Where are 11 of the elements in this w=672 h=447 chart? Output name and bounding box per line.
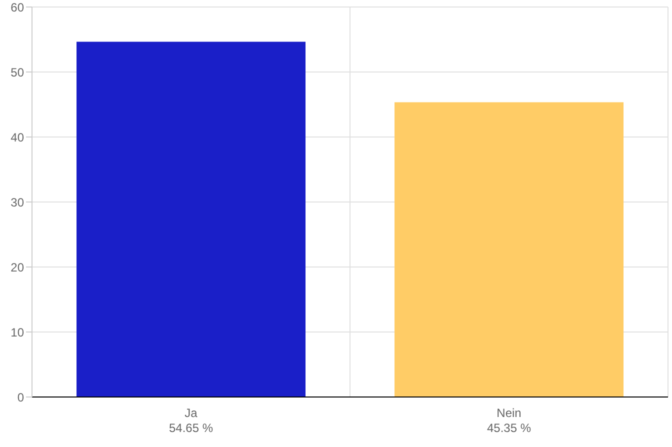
x-tick-label: Nein <box>496 406 522 420</box>
x-tick-label: Ja <box>184 406 198 420</box>
data-label: 54.65 % <box>168 421 214 435</box>
y-tick-label: 60 <box>10 0 24 14</box>
y-tick-label: 30 <box>10 195 24 210</box>
y-tick-label: 0 <box>17 390 24 404</box>
y-tick-label: 50 <box>10 65 24 80</box>
y-tick-label: 20 <box>10 260 24 274</box>
y-tick-label: 10 <box>10 325 24 340</box>
y-tick-label: 40 <box>10 130 24 144</box>
data-label: 45.35 % <box>486 421 532 435</box>
